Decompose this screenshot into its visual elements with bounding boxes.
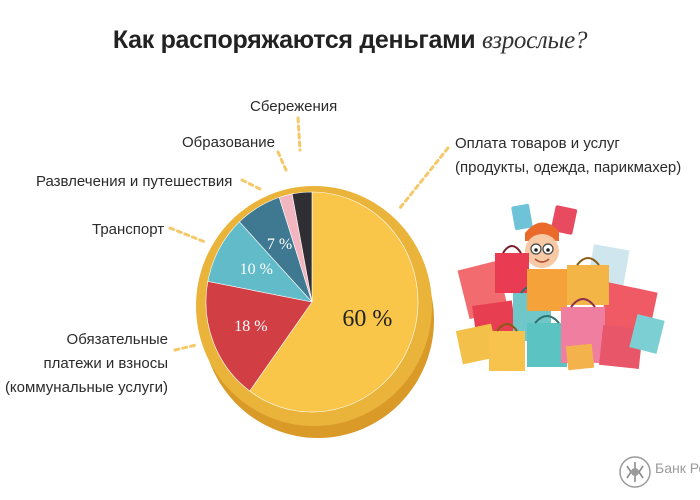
label-goods-line2: (продукты, одежда, парикмахер) <box>455 159 682 176</box>
shopping-bag-icons <box>455 244 665 371</box>
label-goods: Оплата товаров и услуг (продукты, одежда… <box>455 132 681 180</box>
label-mandatory-line1: Обязательные <box>66 331 168 348</box>
label-transport: Транспорт <box>92 221 165 238</box>
label-education: Образование <box>182 134 275 151</box>
bank-emblem-icon <box>619 456 651 488</box>
shopper-head-icon <box>511 203 578 268</box>
chart-title: Как распоряжаются деньгами взрослые? <box>0 26 700 55</box>
value-label-entertainment: 7 % <box>267 236 292 253</box>
title-emphasis: взрослые? <box>482 27 588 54</box>
slice-savings <box>291 191 313 303</box>
value-label-goods: 60 % <box>342 306 392 332</box>
label-savings: Сбережения <box>250 98 338 115</box>
leader-mandatory <box>173 343 198 352</box>
label-goods-line1: Оплата товаров и услуг <box>455 135 620 152</box>
leader-savings <box>296 116 302 152</box>
title-main: Как распоряжаются деньгами <box>112 26 476 54</box>
label-mandatory: Обязательные платежи и взносы (коммуналь… <box>5 328 168 400</box>
shopping-bags-illustration <box>455 203 665 371</box>
leader-education <box>276 150 288 172</box>
pie-slices <box>205 191 419 413</box>
label-mandatory-line2: платежи и взносы <box>43 355 168 372</box>
label-mandatory-line3: (коммунальные услуги) <box>4 379 168 396</box>
bank-name-text: Банк Рос <box>655 460 700 476</box>
leader-transport <box>168 226 207 244</box>
leader-goods <box>398 146 450 210</box>
leader-entertainment <box>240 178 264 192</box>
slice-goods <box>249 191 419 413</box>
slice-mandatory <box>205 281 313 392</box>
value-label-transport: 10 % <box>240 261 273 278</box>
leader-lines <box>168 116 450 352</box>
label-entertainment: Развлечения и путешествия <box>36 173 233 190</box>
value-label-mandatory: 18 % <box>234 318 267 335</box>
slice-value-labels: 60 % 18 % 10 % 7 % <box>234 236 392 335</box>
